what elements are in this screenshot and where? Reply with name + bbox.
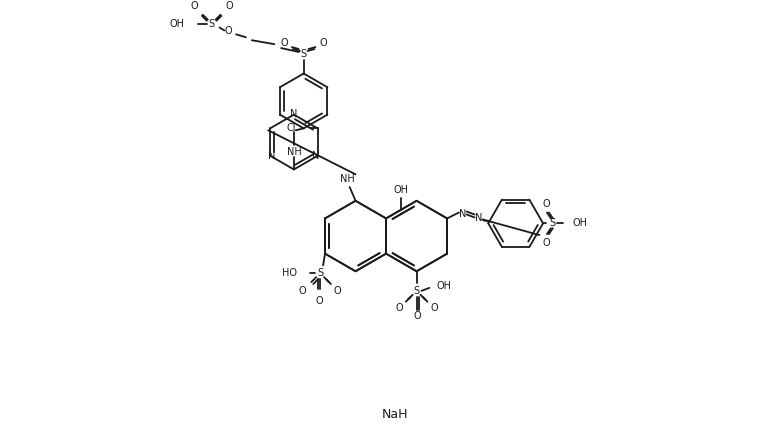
Text: NH: NH (287, 147, 301, 157)
Text: OH: OH (394, 185, 409, 195)
Text: O: O (190, 1, 198, 11)
Text: Cl: Cl (287, 123, 296, 133)
Text: O: O (542, 238, 550, 248)
Text: O: O (298, 286, 306, 296)
Text: NH: NH (340, 174, 355, 184)
Text: O: O (224, 27, 232, 36)
Text: N: N (312, 151, 320, 161)
Text: O: O (542, 199, 550, 209)
Text: O: O (395, 303, 403, 314)
Text: HO: HO (282, 268, 297, 278)
Text: NaH: NaH (382, 408, 408, 421)
Text: OH: OH (169, 19, 184, 29)
Text: O: O (225, 1, 233, 11)
Text: O: O (414, 311, 421, 321)
Text: S: S (414, 286, 420, 296)
Text: N: N (290, 109, 298, 119)
Text: O: O (280, 38, 288, 48)
Text: O: O (320, 38, 327, 48)
Text: N: N (269, 151, 275, 161)
Text: O: O (334, 286, 342, 296)
Text: N: N (459, 209, 466, 218)
Text: OH: OH (436, 281, 451, 291)
Text: N: N (475, 214, 482, 223)
Text: S: S (301, 49, 307, 59)
Text: O: O (315, 295, 323, 306)
Text: S: S (317, 268, 324, 278)
Text: OH: OH (572, 218, 588, 228)
Text: S: S (550, 218, 556, 228)
Text: O: O (430, 303, 438, 314)
Text: S: S (208, 19, 214, 29)
